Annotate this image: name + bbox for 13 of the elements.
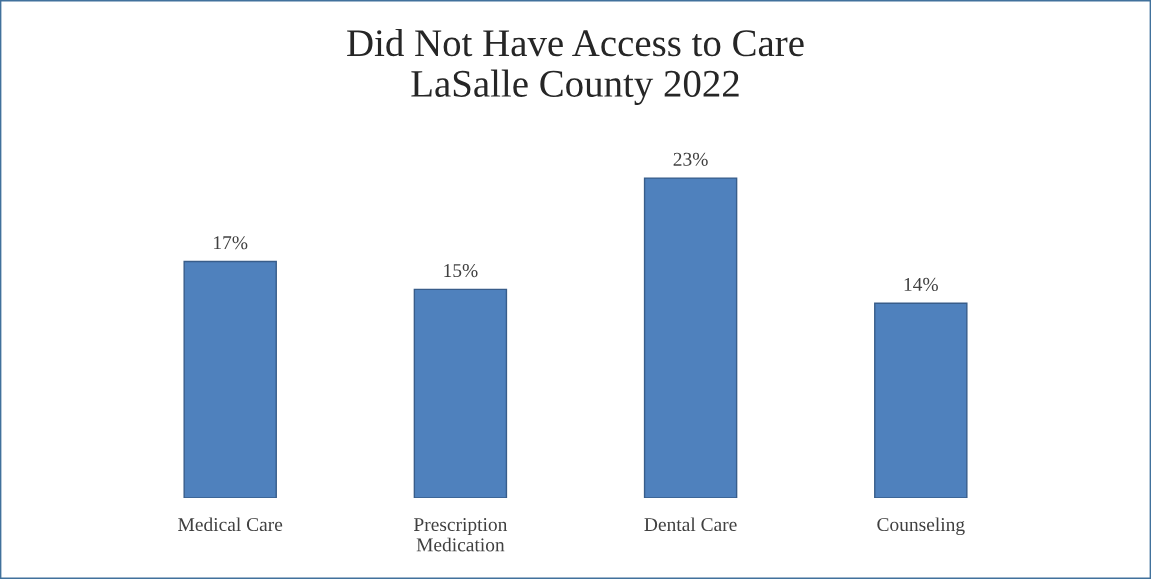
bar bbox=[183, 260, 277, 498]
x-tick-label: Prescription Medication bbox=[413, 518, 508, 552]
bar bbox=[874, 302, 968, 498]
x-tick-label: Medical Care bbox=[178, 517, 283, 532]
data-label: 14% bbox=[904, 277, 938, 292]
data-label: 23% bbox=[673, 152, 708, 166]
data-label: 15% bbox=[444, 263, 478, 278]
data-label: 17% bbox=[214, 236, 248, 250]
bar bbox=[643, 177, 738, 498]
chart-title: Did Not Have Access to Care LaSalle County 2022 bbox=[347, 28, 804, 105]
x-tick-label: Dental Care bbox=[644, 517, 737, 532]
bar bbox=[413, 288, 508, 498]
x-tick-label: Counseling bbox=[877, 517, 965, 536]
